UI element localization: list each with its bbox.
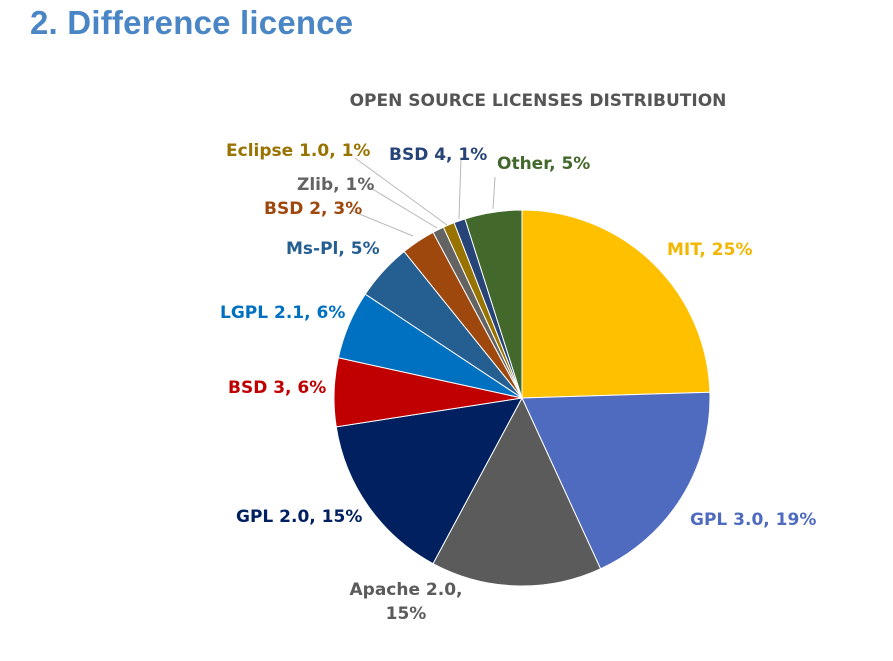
slice-label-other: Other, 5%	[497, 154, 590, 174]
slice-label-ms-pl: Ms-Pl, 5%	[286, 239, 380, 259]
slice-label-bsd-3: BSD 3, 6%	[228, 378, 326, 398]
slice-labels: MIT, 25% GPL 3.0, 19% Apache 2.0, 15% GPL 2.…	[220, 141, 816, 624]
slide-title: 2. Difference licence	[30, 4, 354, 41]
slice-label-eclipse-1-0: Eclipse 1.0, 1%	[226, 141, 370, 161]
slice-label-gpl-3-0: GPL 3.0, 19%	[690, 510, 816, 530]
pie-slice-apache-2-0	[432, 396, 602, 587]
pie-slices	[333, 209, 711, 587]
slice-label-mit: MIT, 25%	[667, 240, 752, 260]
chart-title: OPEN SOURCE LICENSES DISTRIBUTION	[350, 91, 727, 111]
leader-line-bsd-4	[458, 157, 462, 220]
slice-label-gpl-2-0: GPL 2.0, 15%	[236, 507, 362, 527]
slice-label-lgpl-2-1: LGPL 2.1, 6%	[220, 303, 345, 323]
slice-label-bsd-2: BSD 2, 3%	[264, 199, 362, 219]
leader-line-other	[492, 176, 496, 210]
pie-slice-gpl-2-0	[335, 397, 523, 565]
leader-line-bsd-2	[351, 210, 414, 237]
slice-label-apache-2-0: Apache 2.0, 15%	[350, 580, 463, 624]
leader-line-eclipse-1-0	[354, 157, 448, 226]
pie-slice-mit	[521, 209, 711, 399]
slice-label-zlib: Zlib, 1%	[297, 175, 374, 195]
leader-lines	[351, 157, 496, 237]
pie-slice-gpl-3-0	[521, 391, 711, 570]
slice-label-bsd-4: BSD 4, 1%	[389, 145, 487, 165]
leader-line-zlib	[368, 186, 438, 229]
pie-slice-other	[464, 209, 523, 399]
